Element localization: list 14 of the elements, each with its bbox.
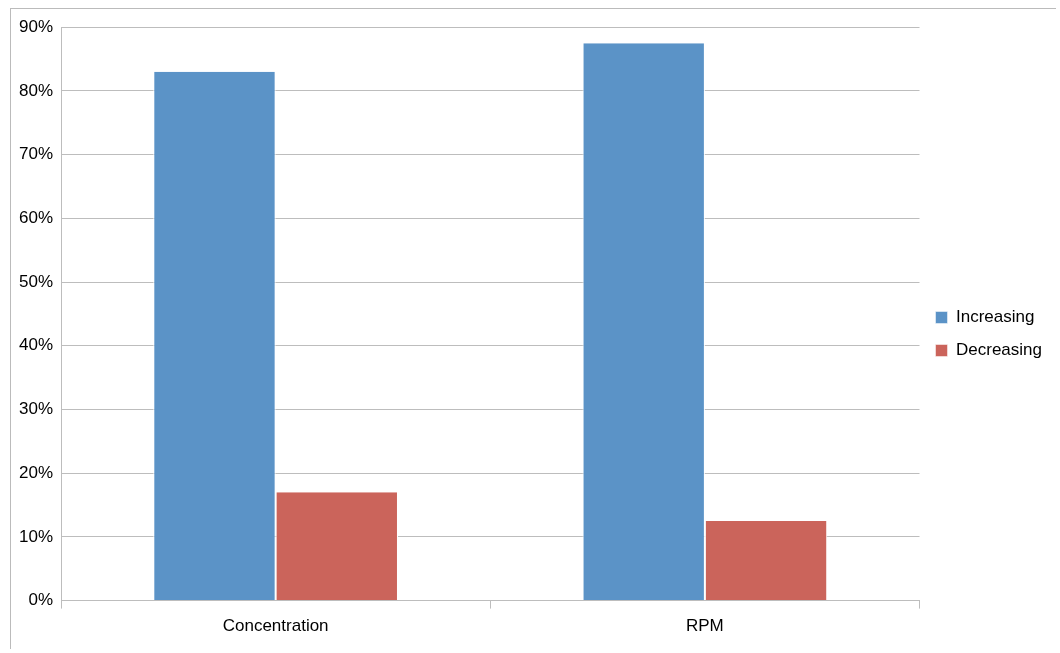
y-tick-label: 90%: [18, 16, 54, 36]
x-tick-label: Concentration: [222, 616, 329, 636]
y-tick-label: 70%: [18, 144, 54, 164]
legend-label: Decreasing: [956, 340, 1043, 360]
y-tick-label: 30%: [18, 399, 54, 419]
y-tick-label: 20%: [18, 462, 54, 482]
y-tick-label: 0%: [28, 590, 54, 610]
y-tick-label: 80%: [18, 80, 54, 100]
legend-label: Increasing: [956, 307, 1035, 327]
y-tick-label: 40%: [18, 335, 54, 355]
y-tick-label: 60%: [18, 208, 54, 228]
y-tick-label: 10%: [18, 526, 54, 546]
y-tick-label: 50%: [18, 271, 54, 291]
x-tick-label: RPM: [686, 616, 724, 636]
